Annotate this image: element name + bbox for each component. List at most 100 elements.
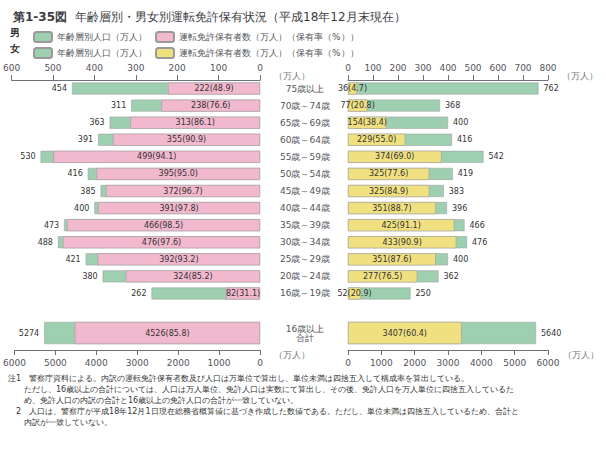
svg-text:4000: 4000	[470, 358, 493, 368]
svg-text:600: 600	[489, 63, 506, 73]
svg-text:運転免許保有者数（万人）（保有率（%））: 運転免許保有者数（万人）（保有率（%））	[179, 32, 359, 42]
svg-text:30歳～34歳: 30歳～34歳	[280, 237, 330, 247]
svg-text:82(31.1): 82(31.1)	[226, 289, 260, 298]
svg-text:20歳～24歳: 20歳～24歳	[280, 271, 330, 281]
svg-text:324(85.2): 324(85.2)	[173, 272, 212, 281]
svg-text:（万人）: （万人）	[562, 71, 598, 81]
svg-text:2 人口は、警察庁が平成18年12月1日現在総務省概算値に基: 2 人口は、警察庁が平成18年12月1日現在総務省概算値に基づき作成した数値であ…	[8, 407, 519, 416]
svg-text:351(88.7): 351(88.7)	[372, 204, 411, 213]
svg-text:6000: 6000	[3, 358, 26, 368]
svg-text:ただし、16歳以上の合計については、人口は万人単位、免許人口: ただし、16歳以上の合計については、人口は万人単位、免許人口は実数にて算出し、そ…	[8, 385, 514, 394]
svg-text:200: 200	[389, 63, 406, 73]
svg-text:800: 800	[539, 63, 556, 73]
svg-text:4000: 4000	[85, 358, 108, 368]
svg-text:374(69.0): 374(69.0)	[375, 152, 414, 161]
svg-text:392(93.2): 392(93.2)	[159, 255, 198, 264]
svg-text:36(4.7): 36(4.7)	[338, 84, 367, 93]
svg-text:16歳～19歳: 16歳～19歳	[280, 288, 330, 298]
svg-text:600: 600	[3, 63, 20, 73]
svg-text:40歳～44歳: 40歳～44歳	[280, 203, 330, 213]
svg-text:222(48.9): 222(48.9)	[194, 84, 233, 93]
svg-text:372(96.7): 372(96.7)	[163, 187, 202, 196]
svg-text:416: 416	[457, 135, 472, 144]
svg-text:5274: 5274	[19, 329, 39, 338]
svg-text:5000: 5000	[503, 358, 526, 368]
svg-text:476: 476	[472, 238, 487, 247]
svg-text:35歳～39歳: 35歳～39歳	[280, 220, 330, 230]
svg-text:476(97.6): 476(97.6)	[142, 238, 181, 247]
svg-text:1000: 1000	[370, 358, 393, 368]
svg-text:362: 362	[444, 272, 459, 281]
svg-text:425(91.1): 425(91.1)	[381, 221, 420, 230]
svg-text:運転免許保有者数（万人）（保有率（%））: 運転免許保有者数（万人）（保有率（%））	[179, 48, 359, 58]
svg-text:200: 200	[169, 63, 186, 73]
svg-text:500: 500	[44, 63, 61, 73]
svg-text:女: 女	[9, 43, 20, 54]
svg-text:100: 100	[210, 63, 227, 73]
svg-text:238(76.6): 238(76.6)	[191, 101, 230, 110]
svg-text:473: 473	[44, 221, 59, 230]
svg-text:52(20.9): 52(20.9)	[337, 289, 371, 298]
svg-text:466: 466	[470, 221, 485, 230]
svg-text:25歳～29歳: 25歳～29歳	[280, 254, 330, 264]
svg-text:5640: 5640	[541, 329, 561, 338]
svg-text:70歳～74歳: 70歳～74歳	[280, 101, 330, 111]
svg-text:内訳が一致していない。: 内訳が一致していない。	[8, 418, 112, 427]
svg-text:542: 542	[489, 152, 504, 161]
svg-text:60歳～64歳: 60歳～64歳	[280, 135, 330, 145]
svg-text:0: 0	[257, 358, 263, 368]
svg-text:351(87.6): 351(87.6)	[372, 255, 411, 264]
svg-text:421: 421	[65, 255, 80, 264]
svg-text:年齢層別・男女別運転免許保有状況（平成18年12月末現在）: 年齢層別・男女別運転免許保有状況（平成18年12月末現在）	[75, 10, 406, 24]
svg-text:154(38.4): 154(38.4)	[348, 118, 387, 127]
svg-text:合計: 合計	[296, 333, 314, 343]
svg-text:488: 488	[38, 238, 53, 247]
svg-text:6000: 6000	[537, 358, 560, 368]
svg-text:500: 500	[464, 63, 481, 73]
svg-text:419: 419	[458, 169, 473, 178]
svg-text:5000: 5000	[44, 358, 67, 368]
svg-text:第1-35図: 第1-35図	[12, 10, 67, 24]
svg-text:300: 300	[414, 63, 431, 73]
svg-text:313(86.1): 313(86.1)	[176, 118, 215, 127]
svg-text:700: 700	[514, 63, 531, 73]
svg-text:466(98.5): 466(98.5)	[144, 221, 183, 230]
svg-text:50歳～54歳: 50歳～54歳	[280, 169, 330, 179]
svg-text:355(90.9): 355(90.9)	[167, 135, 206, 144]
svg-text:2000: 2000	[167, 358, 190, 368]
svg-text:45歳～49歳: 45歳～49歳	[280, 186, 330, 196]
svg-text:75歳以上: 75歳以上	[286, 84, 324, 94]
svg-text:400: 400	[74, 204, 89, 213]
svg-text:4526(85.8): 4526(85.8)	[145, 329, 189, 338]
svg-text:3000: 3000	[126, 358, 149, 368]
svg-text:男: 男	[9, 27, 20, 38]
svg-text:454: 454	[52, 84, 67, 93]
svg-text:400: 400	[439, 63, 456, 73]
svg-text:262: 262	[131, 289, 146, 298]
svg-text:55歳～59歳: 55歳～59歳	[280, 152, 330, 162]
svg-text:（万人）: （万人）	[274, 350, 310, 360]
svg-text:（万人）: （万人）	[563, 350, 599, 360]
svg-text:2000: 2000	[403, 358, 426, 368]
svg-text:368: 368	[445, 101, 460, 110]
svg-text:400: 400	[453, 255, 468, 264]
svg-text:250: 250	[416, 289, 431, 298]
svg-text:0: 0	[257, 63, 263, 73]
svg-text:3000: 3000	[437, 358, 460, 368]
svg-text:100: 100	[364, 63, 381, 73]
svg-text:0: 0	[345, 63, 351, 73]
svg-text:0: 0	[345, 358, 351, 368]
svg-text:499(94.1): 499(94.1)	[137, 152, 176, 161]
svg-text:（万人）: （万人）	[274, 71, 310, 81]
svg-text:385: 385	[80, 187, 95, 196]
svg-text:416: 416	[67, 169, 82, 178]
svg-text:277(76.5): 277(76.5)	[363, 272, 402, 281]
svg-text:762: 762	[544, 84, 559, 93]
svg-text:300: 300	[127, 63, 144, 73]
svg-text:65歳～69歳: 65歳～69歳	[280, 118, 330, 128]
svg-text:年齢層別人口（万人）: 年齢層別人口（万人）	[57, 32, 147, 42]
svg-text:395(95.0): 395(95.0)	[159, 169, 198, 178]
svg-text:391: 391	[78, 135, 93, 144]
svg-text:325(77.6): 325(77.6)	[369, 169, 408, 178]
svg-text:391(97.8): 391(97.8)	[159, 204, 198, 213]
